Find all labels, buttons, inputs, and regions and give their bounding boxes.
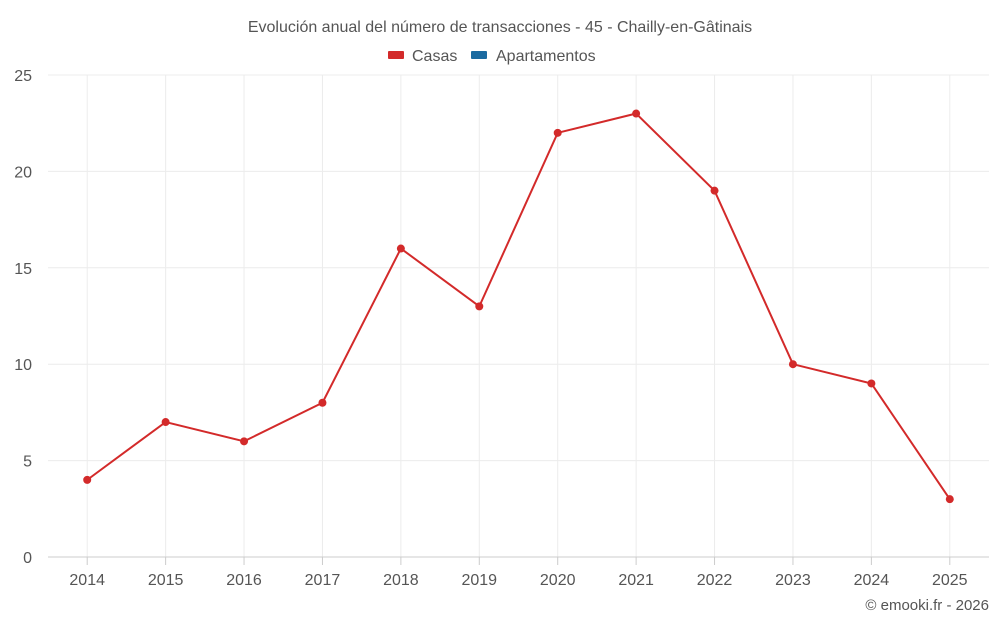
- series-group: [83, 109, 954, 504]
- legend-label-casas[interactable]: Casas: [412, 48, 457, 65]
- data-point-casas-2014[interactable]: [83, 475, 92, 484]
- y-tick-label: 10: [14, 357, 32, 374]
- data-point-casas-2019[interactable]: [475, 302, 484, 311]
- x-gridlines: [86, 75, 951, 557]
- y-tick-label: 0: [23, 550, 32, 567]
- x-tick-label: 2015: [148, 572, 184, 589]
- y-axis: 0 5 10 15 20 25: [14, 68, 32, 567]
- data-point-casas-2022[interactable]: [710, 186, 719, 195]
- x-axis: 2014 2015 2016 2017 2018 2019 2020 2021 2022 2023…: [48, 556, 989, 589]
- y-tick-label: 15: [14, 261, 32, 278]
- x-tick-label: 2014: [69, 572, 105, 589]
- y-tick-label: 5: [23, 454, 32, 471]
- y-tick-label: 25: [14, 68, 32, 85]
- x-tick-label: 2024: [854, 572, 890, 589]
- credit-text: © emooki.fr - 2026: [865, 597, 989, 614]
- data-point-casas-2016[interactable]: [240, 437, 249, 446]
- data-point-casas-2015[interactable]: [161, 418, 170, 427]
- y-tick-label: 20: [14, 164, 32, 181]
- series-line-casas: [86, 112, 951, 500]
- data-point-casas-2021[interactable]: [632, 109, 641, 118]
- x-tick-label: 2020: [540, 572, 576, 589]
- x-tick-label: 2022: [697, 572, 733, 589]
- data-point-casas-2018[interactable]: [396, 244, 405, 253]
- legend-swatch-apartamentos[interactable]: [471, 51, 487, 59]
- data-point-casas-2020[interactable]: [553, 128, 562, 137]
- data-point-casas-2025[interactable]: [945, 495, 954, 504]
- data-point-casas-2023[interactable]: [788, 360, 797, 369]
- legend: Casas Apartamentos: [388, 48, 596, 65]
- x-tick-label: 2021: [618, 572, 654, 589]
- y-gridlines: [48, 74, 989, 462]
- x-tick-label: 2018: [383, 572, 419, 589]
- legend-label-apartamentos[interactable]: Apartamentos: [496, 48, 596, 65]
- x-tick-label: 2016: [226, 572, 262, 589]
- x-tick-label: 2017: [305, 572, 341, 589]
- chart-title: Evolución anual del número de transaccio…: [248, 19, 752, 36]
- legend-swatch-casas[interactable]: [388, 51, 404, 59]
- data-point-casas-2017[interactable]: [318, 398, 327, 407]
- data-point-casas-2024[interactable]: [867, 379, 876, 388]
- x-tick-label: 2019: [461, 572, 497, 589]
- x-tick-label: 2025: [932, 572, 968, 589]
- x-tick-label: 2023: [775, 572, 811, 589]
